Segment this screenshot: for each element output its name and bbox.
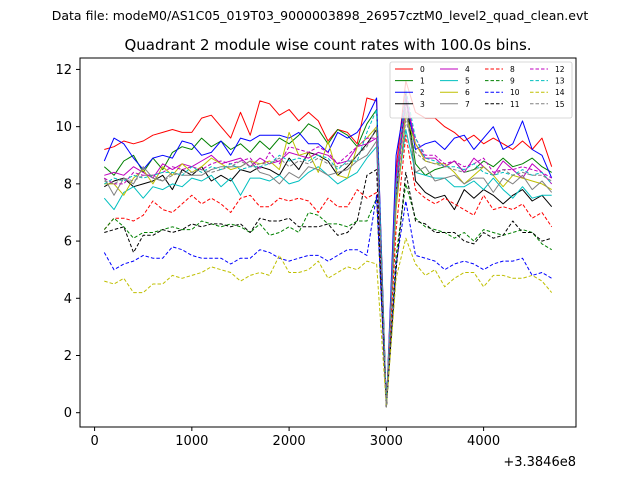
y-tick-label-4: 4 [64, 292, 72, 307]
series-line-14 [104, 237, 553, 408]
legend-label-0: 0 [420, 65, 425, 74]
legend-label-6: 6 [465, 88, 470, 97]
legend-label-7: 7 [465, 100, 470, 109]
y-tick-label-6: 6 [64, 235, 72, 250]
x-tick-label-1000: 1000 [175, 434, 208, 449]
series-line-10 [103, 194, 552, 408]
legend-label-14: 14 [555, 88, 565, 97]
legend-box [389, 61, 573, 119]
y-tick-label-12: 12 [55, 63, 72, 78]
series-line-8 [103, 134, 553, 408]
series-line-15 [104, 120, 552, 408]
x-tick-label-3000: 3000 [370, 434, 403, 449]
plot-area [80, 58, 576, 427]
series-line-4 [104, 94, 553, 408]
legend-label-5: 5 [465, 77, 470, 86]
chart-title: Quadrant 2 module wise count rates with … [124, 36, 531, 54]
legend-label-1: 1 [420, 77, 425, 86]
series-line-12 [104, 103, 552, 408]
series-line-9 [103, 183, 552, 408]
x-tick-label-0: 0 [90, 434, 98, 449]
series-line-6 [104, 114, 552, 408]
legend-label-9: 9 [510, 77, 515, 86]
x-tick-label-4000: 4000 [467, 434, 500, 449]
data-file-header: Data file: modeM0/AS1C05_019T03_90000038… [52, 8, 589, 23]
series-line-3 [104, 91, 553, 408]
legend-label-2: 2 [420, 88, 425, 97]
legend-label-8: 8 [510, 65, 515, 74]
y-tick-label-10: 10 [55, 120, 72, 135]
y-tick-label-0: 0 [64, 406, 72, 421]
legend-label-13: 13 [555, 77, 565, 86]
x-tick-label-2000: 2000 [273, 434, 306, 449]
series-layer [103, 80, 553, 408]
series-line-11 [104, 169, 552, 408]
legend-label-11: 11 [510, 100, 520, 109]
legend-label-4: 4 [465, 65, 470, 74]
series-line-13 [104, 89, 553, 408]
legend-label-10: 10 [510, 88, 520, 97]
plot-frame [79, 57, 577, 428]
x-offset-label: +3.3846e8 [503, 455, 576, 470]
y-tick-label-8: 8 [64, 177, 72, 192]
legend-label-3: 3 [420, 100, 425, 109]
legend-label-15: 15 [555, 100, 565, 109]
y-tick-label-2: 2 [64, 349, 72, 364]
legend-label-12: 12 [555, 65, 565, 74]
